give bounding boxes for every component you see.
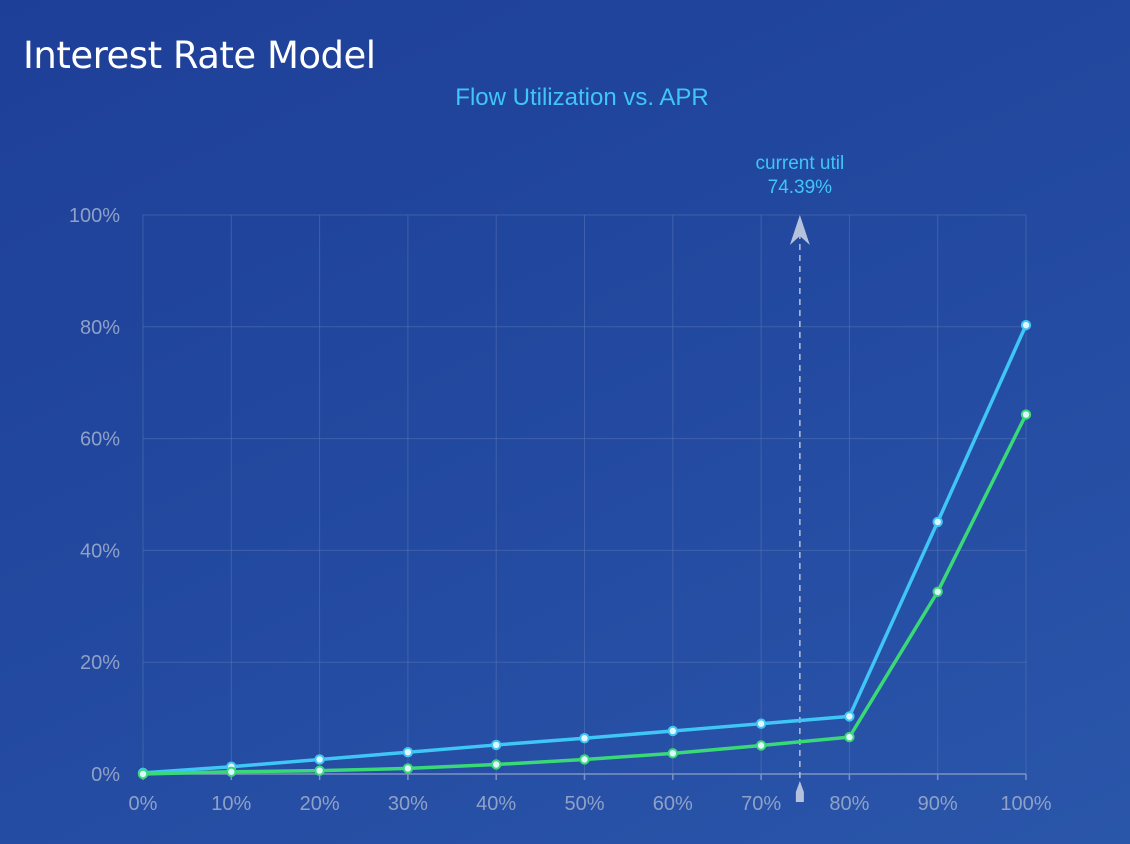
y-tick-label: 0% [91,764,120,786]
series-0-point-2 [314,754,325,765]
series-0-point-3 [402,746,414,758]
x-tick-label: 10% [211,793,251,815]
series-1-point-9 [932,586,943,597]
series-1-point-1 [226,766,237,777]
page-title: Interest Rate Model [23,34,376,77]
y-tick-label: 100% [69,205,120,227]
tick-labels: 0% 20% 40% 60% 80% 100% 0% 10% 20% 30% 40% 50% 60% 70… [69,205,1052,815]
series-0-point-6 [667,725,678,737]
series-1-point-2 [314,765,325,776]
y-tick-label: 80% [80,317,120,339]
chart-title: Flow Utilization vs. APR [455,84,709,111]
series-1-point-5 [579,754,590,765]
x-tick-label: 60% [653,793,693,815]
series-1-point-4 [491,759,502,770]
current-util-label: current util [756,153,845,174]
series-0-point-8 [844,711,855,722]
series-0-point-4 [491,739,502,751]
y-tick-label: 20% [80,652,120,674]
series-0-point-9 [932,516,943,528]
current-util-value: 74.39% [768,177,833,198]
x-tick-label: 70% [741,793,781,815]
current-util-arrow-head [789,215,810,245]
axis-layer [142,773,1027,780]
x-tick-label: 90% [918,793,958,815]
x-tick-label: 30% [388,793,428,815]
x-tick-label: 20% [300,793,340,815]
series-1-point-3 [402,763,414,774]
series-1-point-0 [137,768,149,780]
y-tick-label: 60% [80,429,120,451]
series-0-point-5 [579,733,590,744]
current-util-arrow-tail [795,781,804,802]
series-0-point-7 [755,718,767,729]
x-tick-label: 0% [129,793,158,815]
series-1-point-8 [844,731,855,743]
y-tick-label: 40% [80,540,120,562]
current-util-marker: current util 74.39% [756,153,845,802]
series-1-point-7 [755,740,767,751]
x-tick-label: 40% [476,793,516,815]
grid-layer [142,214,1027,775]
x-tick-label: 100% [1000,793,1051,815]
series-1-point-10 [1020,409,1032,420]
series-0-point-10 [1020,319,1032,331]
x-tick-label: 50% [564,793,604,815]
series-layer [137,319,1032,780]
x-tick-label: 80% [829,793,869,815]
series-1-point-6 [667,748,678,759]
